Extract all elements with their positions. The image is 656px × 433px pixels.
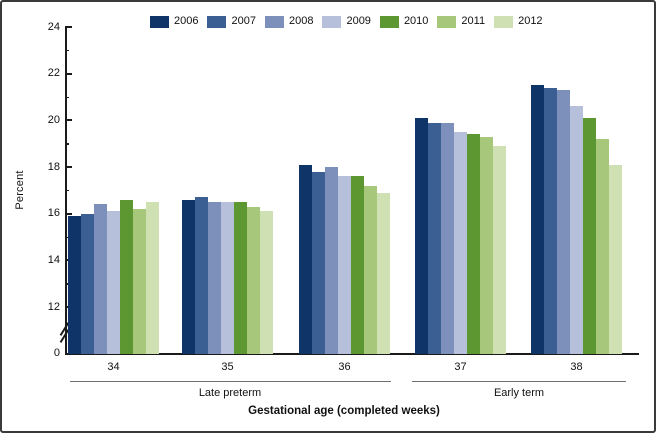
- bar-2012-week34: [146, 202, 159, 354]
- bar-2011-week38: [596, 139, 609, 354]
- y-minor-tick-17: [65, 189, 69, 192]
- bar-2006-week34: [68, 216, 81, 354]
- legend-label: 2006: [174, 15, 199, 27]
- bar-2011-week34: [133, 209, 146, 354]
- legend-label: 2012: [518, 15, 543, 27]
- x-axis-line: [65, 353, 639, 355]
- legend-item-2007: 2007: [207, 15, 256, 28]
- legend-item-2006: 2006: [150, 15, 198, 28]
- bar-2011-week35: [247, 206, 260, 354]
- legend-label: 2010: [403, 15, 429, 27]
- bar-2009-week35: [221, 202, 234, 354]
- legend-item-2012: 2012: [494, 15, 543, 28]
- legend: 2006 2007 2008 2009 2010 2011 2012: [150, 15, 543, 28]
- y-tick-label-22: 22: [47, 67, 60, 80]
- y-tick-label-0: 0: [53, 347, 60, 359]
- y-minor-tick-23: [65, 49, 69, 52]
- bar-2009-week38: [570, 106, 583, 354]
- y-tick-label-14: 14: [47, 253, 60, 266]
- legend-swatch-2007: [207, 15, 227, 28]
- early-term-label: Early term: [493, 387, 545, 399]
- bar-2007-week34: [81, 213, 94, 354]
- legend-swatch-2006: [150, 15, 169, 28]
- y-tick-16: [65, 212, 72, 215]
- bar-2010-week38: [583, 118, 596, 354]
- legend-swatch-2012: [494, 15, 514, 28]
- x-axis-title: Gestational age (completed weeks): [248, 405, 440, 417]
- legend-label: 2008: [288, 15, 314, 27]
- bar-2008-week34: [94, 204, 107, 354]
- y-tick-18: [65, 166, 72, 169]
- y-tick-label-12: 12: [47, 300, 60, 313]
- bar-2011-week37: [480, 136, 493, 354]
- bar-2011-week36: [364, 185, 377, 354]
- legend-swatch-2011: [437, 15, 457, 28]
- x-tick-label-38: 38: [570, 361, 583, 373]
- bar-2008-week36: [325, 167, 338, 354]
- bar-2010-week36: [351, 176, 364, 354]
- y-tick-label-24: 24: [47, 20, 60, 33]
- y-minor-tick-19: [65, 143, 69, 145]
- y-axis-title: Percent: [14, 170, 26, 210]
- bar-2008-week37: [441, 122, 454, 354]
- bar-2010-week35: [234, 202, 247, 354]
- legend-item-2011: 2011: [437, 15, 485, 28]
- legend-label: 2011: [461, 15, 486, 27]
- legend-swatch-2010: [379, 15, 399, 28]
- x-tick-label-35: 35: [221, 361, 234, 373]
- bar-2007-week35: [195, 197, 208, 354]
- y-tick-label-20: 20: [47, 113, 60, 126]
- legend-item-2009: 2009: [322, 15, 371, 28]
- bar-2007-week36: [312, 171, 325, 354]
- bar-2006-week35: [182, 199, 195, 354]
- bar-2006-week36: [299, 164, 312, 354]
- y-tick-22: [65, 72, 72, 75]
- bar-2007-week37: [428, 122, 441, 354]
- bar-2012-week35: [260, 211, 273, 354]
- legend-item-2010: 2010: [379, 15, 429, 28]
- bar-2012-week38: [609, 164, 622, 354]
- late-preterm-span-line: [70, 381, 391, 382]
- bar-2009-week36: [338, 176, 351, 354]
- bar-2010-week34: [120, 199, 133, 354]
- bar-2006-week37: [415, 118, 428, 354]
- y-tick-label-18: 18: [47, 160, 60, 173]
- legend-swatch-2008: [264, 15, 284, 28]
- bar-2006-week38: [531, 85, 544, 354]
- y-tick-label-16: 16: [47, 207, 60, 220]
- bar-2009-week37: [454, 132, 467, 354]
- x-tick-label-34: 34: [107, 361, 120, 373]
- y-tick-24: [65, 26, 72, 29]
- x-tick-label-36: 36: [338, 361, 351, 373]
- bar-2009-week34: [107, 211, 120, 354]
- x-tick-label-37: 37: [454, 361, 467, 373]
- bar-2007-week38: [544, 87, 557, 354]
- bar-2012-week37: [493, 146, 506, 354]
- bar-2008-week38: [557, 90, 570, 354]
- legend-label: 2007: [231, 15, 256, 27]
- y-minor-tick-21: [65, 96, 69, 99]
- y-minor-tick-13: [65, 283, 69, 285]
- bar-2012-week36: [377, 192, 390, 354]
- bar-2010-week37: [467, 134, 480, 354]
- legend-swatch-2009: [322, 15, 342, 28]
- bar-2008-week35: [208, 202, 221, 354]
- legend-label: 2009: [346, 15, 371, 27]
- y-tick-20: [65, 119, 72, 122]
- late-preterm-label: Late preterm: [198, 387, 262, 399]
- y-minor-tick-15: [65, 236, 69, 238]
- legend-item-2008: 2008: [264, 15, 314, 28]
- early-term-span-line: [412, 381, 626, 382]
